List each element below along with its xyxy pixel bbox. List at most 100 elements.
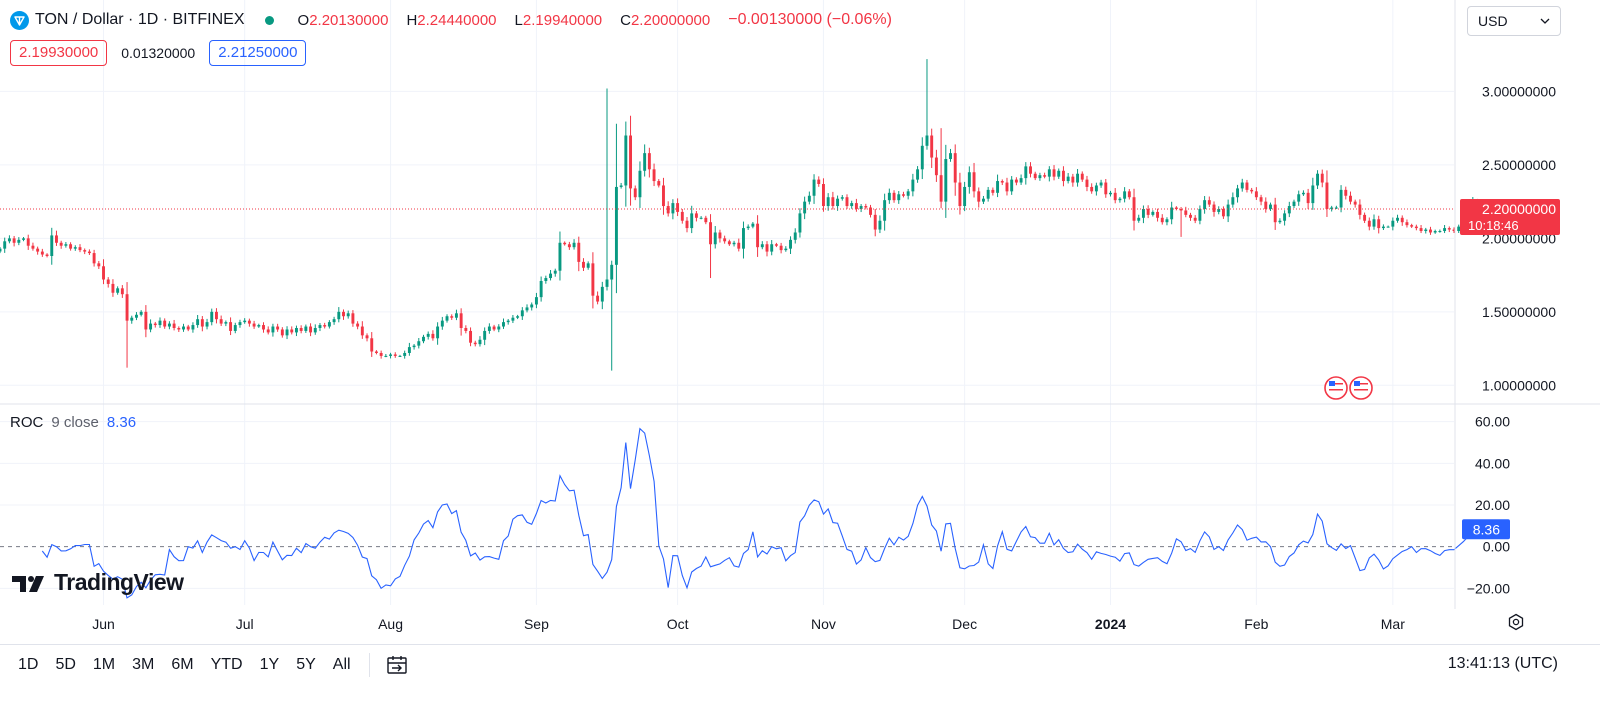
market-status-icon[interactable]: [264, 15, 274, 25]
buy-price-button[interactable]: 2.21250000: [209, 40, 307, 66]
us-flag-event-icon[interactable]: [1324, 376, 1348, 400]
currency-label: USD: [1478, 13, 1508, 29]
candle: [742, 221, 745, 259]
candle-body: [318, 325, 322, 328]
range-5y-button[interactable]: 5Y: [296, 656, 316, 673]
candle: [1123, 187, 1127, 203]
range-1m-button[interactable]: 1M: [92, 656, 116, 673]
candle-body: [3, 241, 7, 249]
candle: [252, 320, 256, 329]
candle: [214, 308, 218, 324]
candle: [826, 193, 830, 211]
candle: [577, 236, 581, 272]
candle-body: [1236, 188, 1240, 198]
candle-body: [1038, 175, 1042, 179]
candle: [191, 322, 195, 333]
candle: [26, 234, 30, 250]
candle-body: [276, 326, 280, 330]
candle: [431, 330, 435, 341]
settings-icon[interactable]: [1507, 613, 1525, 636]
candle: [563, 241, 567, 246]
candle-body: [539, 280, 543, 298]
symbol-title[interactable]: TON / Dollar · 1D · BITFINEX: [35, 11, 245, 28]
range-ytd-button[interactable]: YTD: [210, 656, 243, 673]
candle-body: [789, 239, 792, 249]
candle-body: [1240, 182, 1244, 189]
candle: [1000, 179, 1004, 186]
candle-body: [356, 323, 360, 327]
indicator-legend[interactable]: ROC 9 close 8.36: [10, 414, 136, 431]
candle: [511, 314, 515, 324]
tradingview-logo[interactable]: TradingView: [12, 569, 184, 596]
range-all-button[interactable]: All: [332, 656, 351, 673]
candle-body: [793, 232, 797, 240]
candle-body: [996, 181, 1000, 193]
candle: [1014, 177, 1018, 186]
candle: [327, 320, 331, 329]
candle-body: [516, 316, 520, 318]
candle-body: [1273, 204, 1277, 223]
candle-body: [417, 341, 421, 346]
candle-body: [1414, 226, 1418, 229]
range-1d-button[interactable]: 1D: [18, 656, 39, 673]
sell-price-button[interactable]: 2.19930000: [10, 40, 108, 66]
candle-body: [440, 320, 444, 327]
candle: [652, 163, 656, 187]
candle-body: [694, 213, 698, 218]
candle: [1066, 173, 1070, 184]
candle: [666, 201, 670, 217]
candle: [934, 149, 938, 182]
candle: [614, 123, 618, 294]
calendar-goto-icon[interactable]: [386, 654, 408, 676]
candle: [878, 215, 882, 234]
candle: [770, 240, 774, 256]
candle: [1363, 212, 1367, 224]
utc-clock[interactable]: 13:41:13 (UTC): [1447, 655, 1558, 672]
candle-body: [1076, 173, 1080, 183]
candle: [1283, 210, 1287, 226]
candle: [135, 312, 138, 321]
candle-body: [149, 323, 153, 330]
candle-body: [662, 185, 665, 207]
candle-body: [337, 311, 341, 320]
roc-value-tag[interactable]: 8.36: [1462, 519, 1510, 540]
candle-body: [765, 244, 769, 252]
candle: [633, 185, 637, 201]
candle-body: [459, 313, 463, 328]
range-6m-button[interactable]: 6M: [171, 656, 194, 673]
roc-tick-label: 60.00: [1475, 414, 1510, 430]
candle: [723, 235, 727, 244]
candle: [229, 317, 233, 336]
candle: [22, 237, 25, 242]
candle-body: [210, 311, 214, 323]
event-flags[interactable]: [1324, 376, 1373, 400]
candle-body: [398, 355, 402, 357]
candle-body: [1066, 176, 1070, 182]
candle-body: [704, 217, 708, 223]
candle: [403, 350, 407, 359]
range-1y-button[interactable]: 1Y: [259, 656, 280, 673]
candle-body: [892, 192, 896, 201]
candle-body: [817, 179, 821, 184]
candle-body: [374, 351, 378, 353]
candle-body: [431, 333, 435, 339]
candle: [784, 246, 788, 252]
candle: [139, 310, 143, 317]
candle: [304, 324, 308, 333]
candle-body: [1057, 170, 1061, 177]
us-flag-event-icon[interactable]: [1349, 376, 1373, 400]
candle-body: [1099, 182, 1103, 186]
range-5d-button[interactable]: 5D: [55, 656, 76, 673]
candle-body: [1109, 192, 1112, 195]
candle-body: [1353, 201, 1357, 205]
candle-body: [1010, 179, 1014, 192]
ohlc-change: −0.00130000 (−0.06%): [728, 11, 892, 28]
ohlc-open: O2.20130000: [297, 11, 389, 29]
candle-body: [1429, 229, 1432, 233]
currency-select[interactable]: USD: [1467, 6, 1561, 36]
candle: [36, 246, 40, 255]
candle: [887, 188, 891, 204]
range-3m-button[interactable]: 3M: [132, 656, 155, 673]
